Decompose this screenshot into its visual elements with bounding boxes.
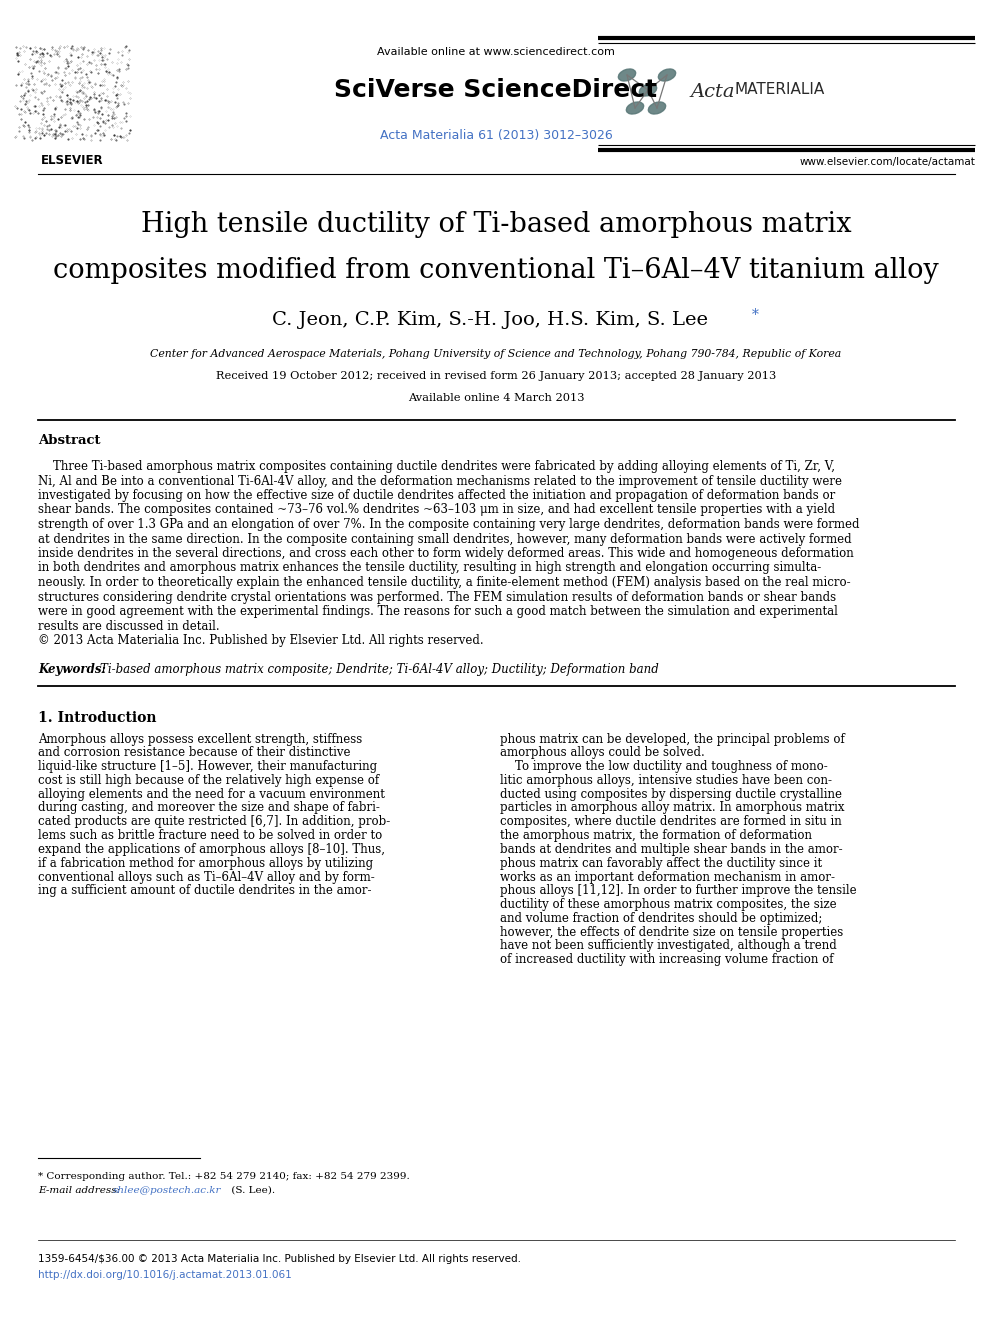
- Text: ing a sufficient amount of ductile dendrites in the amor-: ing a sufficient amount of ductile dendr…: [38, 884, 371, 897]
- Text: Acta: Acta: [690, 83, 734, 101]
- Text: phous matrix can be developed, the principal problems of: phous matrix can be developed, the princ…: [500, 733, 845, 745]
- Ellipse shape: [639, 83, 657, 97]
- Text: Abstract: Abstract: [38, 434, 100, 446]
- Text: phous alloys [11,12]. In order to further improve the tensile: phous alloys [11,12]. In order to furthe…: [500, 884, 857, 897]
- Text: if a fabrication method for amorphous alloys by utilizing: if a fabrication method for amorphous al…: [38, 857, 373, 869]
- Text: at dendrites in the same direction. In the composite containing small dendrites,: at dendrites in the same direction. In t…: [38, 532, 851, 545]
- Text: during casting, and moreover the size and shape of fabri-: during casting, and moreover the size an…: [38, 802, 380, 815]
- Ellipse shape: [626, 102, 644, 114]
- Text: cated products are quite restricted [6,7]. In addition, prob-: cated products are quite restricted [6,7…: [38, 815, 390, 828]
- Text: Amorphous alloys possess excellent strength, stiffness: Amorphous alloys possess excellent stren…: [38, 733, 362, 745]
- Text: * Corresponding author. Tel.: +82 54 279 2140; fax: +82 54 279 2399.: * Corresponding author. Tel.: +82 54 279…: [38, 1172, 410, 1181]
- Text: in both dendrites and amorphous matrix enhances the tensile ductility, resulting: in both dendrites and amorphous matrix e…: [38, 561, 821, 574]
- Text: MATERIALIA: MATERIALIA: [735, 82, 825, 97]
- Text: expand the applications of amorphous alloys [8–10]. Thus,: expand the applications of amorphous all…: [38, 843, 385, 856]
- Text: litic amorphous alloys, intensive studies have been con-: litic amorphous alloys, intensive studie…: [500, 774, 832, 787]
- Text: ductility of these amorphous matrix composites, the size: ductility of these amorphous matrix comp…: [500, 898, 836, 912]
- Text: ELSEVIER: ELSEVIER: [41, 153, 103, 167]
- Text: however, the effects of dendrite size on tensile properties: however, the effects of dendrite size on…: [500, 926, 843, 939]
- Ellipse shape: [618, 69, 636, 81]
- Text: Center for Advanced Aerospace Materials, Pohang University of Science and Techno: Center for Advanced Aerospace Materials,…: [151, 349, 841, 359]
- Text: conventional alloys such as Ti–6Al–4V alloy and by form-: conventional alloys such as Ti–6Al–4V al…: [38, 871, 375, 884]
- Text: inside dendrites in the several directions, and cross each other to form widely : inside dendrites in the several directio…: [38, 546, 854, 560]
- Text: alloying elements and the need for a vacuum environment: alloying elements and the need for a vac…: [38, 787, 385, 800]
- Text: shear bands. The composites contained ~73–76 vol.% dendrites ~63–103 μm in size,: shear bands. The composites contained ~7…: [38, 504, 835, 516]
- Text: 1359-6454/$36.00 © 2013 Acta Materialia Inc. Published by Elsevier Ltd. All righ: 1359-6454/$36.00 © 2013 Acta Materialia …: [38, 1254, 521, 1263]
- Ellipse shape: [659, 69, 676, 81]
- Text: Ni, Al and Be into a conventional Ti-6Al-4V alloy, and the deformation mechanism: Ni, Al and Be into a conventional Ti-6Al…: [38, 475, 842, 487]
- Text: the amorphous matrix, the formation of deformation: the amorphous matrix, the formation of d…: [500, 830, 812, 843]
- Text: Available online 4 March 2013: Available online 4 March 2013: [408, 393, 584, 404]
- Text: To improve the low ductility and toughness of mono-: To improve the low ductility and toughne…: [500, 761, 827, 773]
- Text: structures considering dendrite crystal orientations was performed. The FEM simu: structures considering dendrite crystal …: [38, 590, 836, 603]
- Text: ducted using composites by dispersing ductile crystalline: ducted using composites by dispersing du…: [500, 787, 842, 800]
- Text: composites, where ductile dendrites are formed in situ in: composites, where ductile dendrites are …: [500, 815, 842, 828]
- Text: www.elsevier.com/locate/actamat: www.elsevier.com/locate/actamat: [800, 157, 975, 167]
- Text: of increased ductility with increasing volume fraction of: of increased ductility with increasing v…: [500, 954, 833, 966]
- Text: (S. Lee).: (S. Lee).: [228, 1185, 275, 1195]
- Text: High tensile ductility of Ti-based amorphous matrix: High tensile ductility of Ti-based amorp…: [141, 212, 851, 238]
- Text: shlee@postech.ac.kr: shlee@postech.ac.kr: [113, 1185, 221, 1195]
- Text: Three Ti-based amorphous matrix composites containing ductile dendrites were fab: Three Ti-based amorphous matrix composit…: [38, 460, 835, 474]
- Text: C. Jeon, C.P. Kim, S.-H. Joo, H.S. Kim, S. Lee: C. Jeon, C.P. Kim, S.-H. Joo, H.S. Kim, …: [272, 311, 708, 329]
- Text: phous matrix can favorably affect the ductility since it: phous matrix can favorably affect the du…: [500, 857, 822, 869]
- Text: Available online at www.sciencedirect.com: Available online at www.sciencedirect.co…: [377, 48, 615, 57]
- Text: Ti-based amorphous matrix composite; Dendrite; Ti-6Al-4V alloy; Ductility; Defor: Ti-based amorphous matrix composite; Den…: [100, 664, 659, 676]
- Text: lems such as brittle fracture need to be solved in order to: lems such as brittle fracture need to be…: [38, 830, 382, 843]
- Text: particles in amorphous alloy matrix. In amorphous matrix: particles in amorphous alloy matrix. In …: [500, 802, 844, 815]
- Text: Keywords:: Keywords:: [38, 664, 114, 676]
- Text: SciVerse ScienceDirect: SciVerse ScienceDirect: [334, 78, 658, 102]
- Text: strength of over 1.3 GPa and an elongation of over 7%. In the composite containi: strength of over 1.3 GPa and an elongati…: [38, 519, 859, 531]
- Text: investigated by focusing on how the effective size of ductile dendrites affected: investigated by focusing on how the effe…: [38, 490, 835, 501]
- Text: were in good agreement with the experimental findings. The reasons for such a go: were in good agreement with the experime…: [38, 605, 838, 618]
- Text: Acta Materialia 61 (2013) 3012–3026: Acta Materialia 61 (2013) 3012–3026: [380, 128, 612, 142]
- Text: E-mail address:: E-mail address:: [38, 1185, 123, 1195]
- Text: http://dx.doi.org/10.1016/j.actamat.2013.01.061: http://dx.doi.org/10.1016/j.actamat.2013…: [38, 1270, 292, 1279]
- Ellipse shape: [649, 102, 666, 114]
- Text: works as an important deformation mechanism in amor-: works as an important deformation mechan…: [500, 871, 835, 884]
- Text: Received 19 October 2012; received in revised form 26 January 2013; accepted 28 : Received 19 October 2012; received in re…: [216, 370, 776, 381]
- Text: *: *: [752, 308, 759, 321]
- Text: © 2013 Acta Materialia Inc. Published by Elsevier Ltd. All rights reserved.: © 2013 Acta Materialia Inc. Published by…: [38, 634, 484, 647]
- Text: have not been sufficiently investigated, although a trend: have not been sufficiently investigated,…: [500, 939, 836, 953]
- Text: liquid-like structure [1–5]. However, their manufacturing: liquid-like structure [1–5]. However, th…: [38, 761, 377, 773]
- Text: and volume fraction of dendrites should be optimized;: and volume fraction of dendrites should …: [500, 912, 822, 925]
- Text: and corrosion resistance because of their distinctive: and corrosion resistance because of thei…: [38, 746, 350, 759]
- Text: composites modified from conventional Ti–6Al–4V titanium alloy: composites modified from conventional Ti…: [54, 257, 938, 283]
- Text: amorphous alloys could be solved.: amorphous alloys could be solved.: [500, 746, 704, 759]
- Text: 1. Introduction: 1. Introduction: [38, 710, 157, 725]
- Text: bands at dendrites and multiple shear bands in the amor-: bands at dendrites and multiple shear ba…: [500, 843, 842, 856]
- Text: results are discussed in detail.: results are discussed in detail.: [38, 619, 219, 632]
- Text: cost is still high because of the relatively high expense of: cost is still high because of the relati…: [38, 774, 379, 787]
- Text: neously. In order to theoretically explain the enhanced tensile ductility, a fin: neously. In order to theoretically expla…: [38, 576, 850, 589]
